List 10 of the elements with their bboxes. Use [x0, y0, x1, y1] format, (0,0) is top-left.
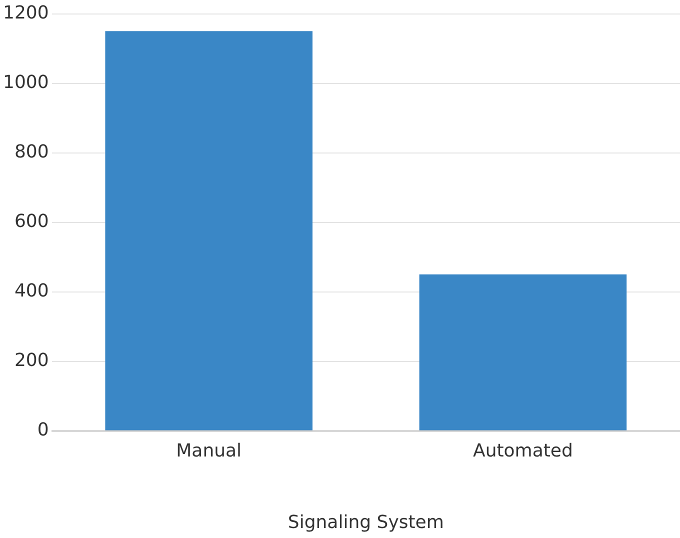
y-tick-label: 0 [37, 419, 49, 440]
y-tick-label: 1200 [2, 2, 49, 24]
y-tick-label: 800 [14, 141, 49, 162]
x-axis-title: Signaling System [288, 512, 444, 533]
y-tick-label: 200 [14, 350, 49, 371]
y-tick-label: 1000 [2, 72, 49, 93]
x-tick-label: Automated [472, 440, 573, 462]
y-tick-label: 600 [14, 210, 49, 232]
x-tick-label: Manual [176, 440, 242, 462]
y-tick-label: 400 [14, 280, 49, 302]
